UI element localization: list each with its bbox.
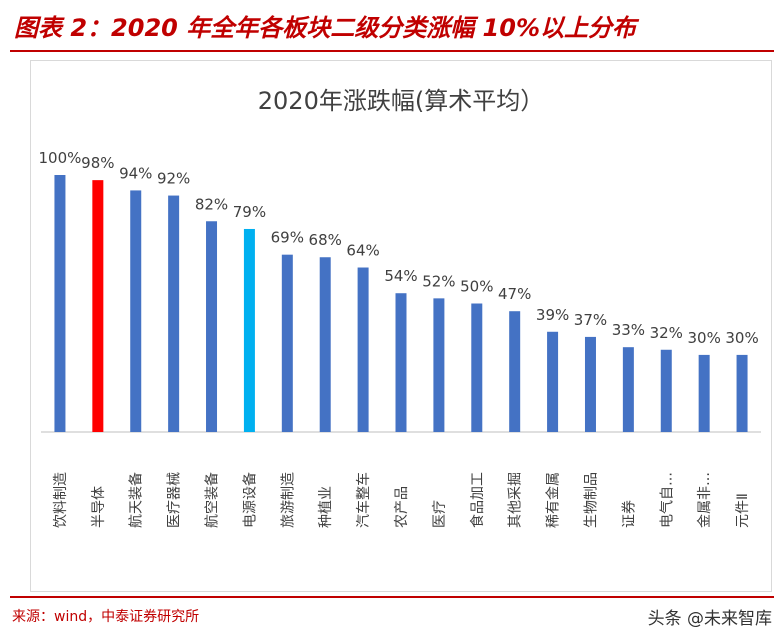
category-label-19: 元件Ⅱ: [735, 493, 751, 528]
bar-18: [698, 354, 710, 432]
value-label-15: 37%: [574, 311, 607, 329]
bar-4: [168, 195, 180, 432]
value-label-1: 100%: [39, 149, 82, 167]
bar-10: [395, 293, 407, 432]
value-label-19: 30%: [725, 329, 758, 347]
category-label-9: 汽车整车: [355, 472, 372, 528]
bar-2: [92, 180, 104, 432]
bar-15: [584, 336, 596, 432]
category-label-11: 医疗: [432, 500, 448, 528]
value-label-14: 39%: [536, 306, 569, 324]
category-label-18: 金属非…: [697, 472, 713, 528]
bar-12: [471, 303, 483, 432]
bar-6: [243, 228, 255, 432]
footer-divider: [10, 596, 774, 598]
category-label-2: 半导体: [91, 486, 107, 528]
header-divider: [10, 50, 774, 52]
report-figure-title: 图表 2：2020 年全年各板块二级分类涨幅 10%以上分布: [14, 14, 637, 42]
source-note: 来源：wind，中泰证券研究所: [12, 609, 200, 625]
value-label-11: 52%: [422, 272, 455, 290]
category-label-6: 电源设备: [241, 472, 258, 528]
bar-17: [660, 349, 672, 432]
category-label-8: 种植业: [318, 486, 334, 528]
category-label-16: 证券: [621, 500, 637, 528]
value-label-2: 98%: [81, 154, 114, 172]
category-label-group: 饮料制造 半导体 航天装备 医疗器械 航空装备 电源设备 旅游制造 种植业 汽车整车 农产品 医疗食…: [53, 472, 751, 528]
value-label-10: 54%: [384, 267, 417, 285]
bar-chart-panel: 2020年涨跌幅(算术平均） 100% 98% 94% 92% 82% 79% 69% 68%…: [30, 60, 772, 592]
bar-16: [622, 347, 634, 432]
value-label-18: 30%: [687, 329, 720, 347]
category-label-14: 稀有金属: [546, 472, 562, 528]
value-label-6: 79%: [233, 203, 266, 221]
value-label-13: 47%: [498, 285, 531, 303]
category-label-13: 其他采掘: [508, 472, 524, 528]
category-label-4: 医疗器械: [167, 472, 183, 528]
value-label-4: 92%: [157, 170, 190, 188]
value-label-17: 32%: [650, 324, 683, 342]
bar-group: [54, 175, 748, 432]
category-label-1: 饮料制造: [53, 472, 69, 528]
bar-1: [54, 175, 66, 432]
value-label-3: 94%: [119, 164, 152, 182]
bar-9: [357, 267, 369, 432]
bar-3: [130, 190, 142, 432]
value-label-7: 69%: [271, 229, 304, 247]
value-label-8: 68%: [309, 231, 342, 249]
value-label-12: 50%: [460, 278, 493, 296]
category-label-10: 农产品: [394, 486, 410, 528]
value-label-group: 100% 98% 94% 92% 82% 79% 69% 68%64% 54% 52% 50% 47%…: [39, 149, 759, 347]
watermark-text: 头条 @未来智库: [647, 609, 772, 629]
category-label-5: 航空装备: [204, 472, 221, 528]
bar-8: [319, 257, 331, 432]
category-label-7: 旅游制造: [280, 472, 296, 528]
chart-title: 2020年涨跌幅(算术平均）: [258, 87, 544, 115]
bar-5: [206, 221, 218, 432]
bar-19: [736, 354, 748, 432]
bar-14: [547, 331, 559, 432]
value-label-16: 33%: [612, 321, 645, 339]
category-label-15: 生物制品: [583, 472, 599, 528]
bar-7: [281, 254, 293, 432]
category-label-12: 食品加工: [469, 472, 486, 528]
value-label-5: 82%: [195, 195, 228, 213]
category-label-3: 航天装备: [128, 472, 145, 528]
category-label-17: 电气自…: [659, 472, 675, 528]
value-label-9: 64%: [346, 242, 379, 260]
bar-13: [509, 311, 521, 432]
bar-chart: 2020年涨跌幅(算术平均） 100% 98% 94% 92% 82% 79% 69% 68%…: [39, 87, 761, 528]
bar-11: [433, 298, 445, 432]
